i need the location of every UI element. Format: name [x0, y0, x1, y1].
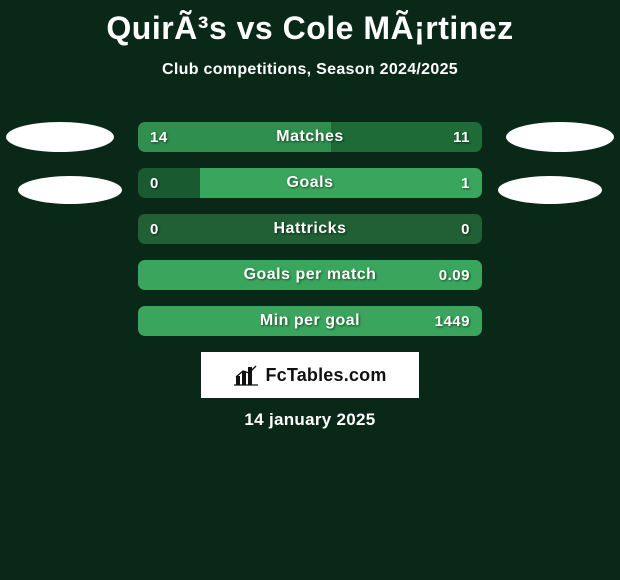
bar-row-min-per-goal: Min per goal 1449: [138, 306, 482, 336]
bar-value-right: 1449: [435, 306, 470, 336]
bar-value-right: 11: [453, 122, 470, 152]
date-label: 14 january 2025: [0, 410, 620, 430]
player-left-avatar-bottom: [18, 176, 122, 204]
bar-chart-icon: [233, 364, 259, 386]
bar-label: Min per goal: [138, 306, 482, 336]
brand-text: FcTables.com: [265, 365, 386, 386]
bar-row-goals-per-match: Goals per match 0.09: [138, 260, 482, 290]
subtitle: Club competitions, Season 2024/2025: [0, 61, 620, 79]
bar-value-right: 0.09: [439, 260, 470, 290]
bar-value-right: 0: [461, 214, 470, 244]
bar-label: Goals: [138, 168, 482, 198]
bar-label: Goals per match: [138, 260, 482, 290]
bar-row-matches: 14 Matches 11: [138, 122, 482, 152]
brand-box: FcTables.com: [201, 352, 419, 398]
player-left-avatar-top: [6, 122, 114, 152]
comparison-bars: 14 Matches 11 0 Goals 1 0 Hattricks 0 Go…: [138, 122, 482, 352]
page-title: QuirÃ³s vs Cole MÃ¡rtinez: [0, 0, 620, 47]
bar-row-goals: 0 Goals 1: [138, 168, 482, 198]
bar-row-hattricks: 0 Hattricks 0: [138, 214, 482, 244]
player-right-avatar-bottom: [498, 176, 602, 204]
bar-label: Hattricks: [138, 214, 482, 244]
bar-value-right: 1: [461, 168, 470, 198]
bar-label: Matches: [138, 122, 482, 152]
player-right-avatar-top: [506, 122, 614, 152]
